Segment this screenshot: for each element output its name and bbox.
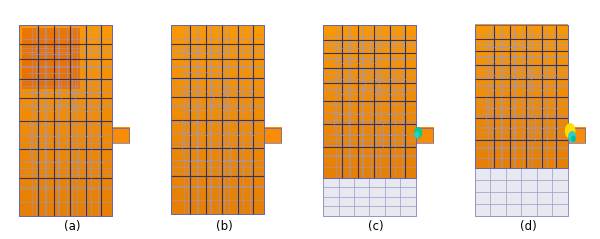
Bar — [19, 25, 112, 216]
Bar — [416, 128, 433, 143]
Bar — [112, 128, 129, 143]
Circle shape — [572, 136, 575, 141]
Text: (a): (a) — [64, 220, 80, 233]
Circle shape — [415, 132, 419, 138]
Bar — [475, 25, 568, 168]
Bar — [171, 25, 263, 214]
Circle shape — [569, 132, 575, 142]
Bar — [323, 178, 416, 216]
Text: (c): (c) — [368, 220, 384, 233]
Circle shape — [415, 128, 421, 138]
Bar — [568, 128, 585, 143]
Circle shape — [566, 124, 575, 138]
Bar — [323, 25, 416, 178]
Bar — [475, 168, 568, 216]
Bar — [263, 128, 281, 143]
Text: (d): (d) — [520, 220, 536, 233]
Text: (b): (b) — [215, 220, 232, 233]
